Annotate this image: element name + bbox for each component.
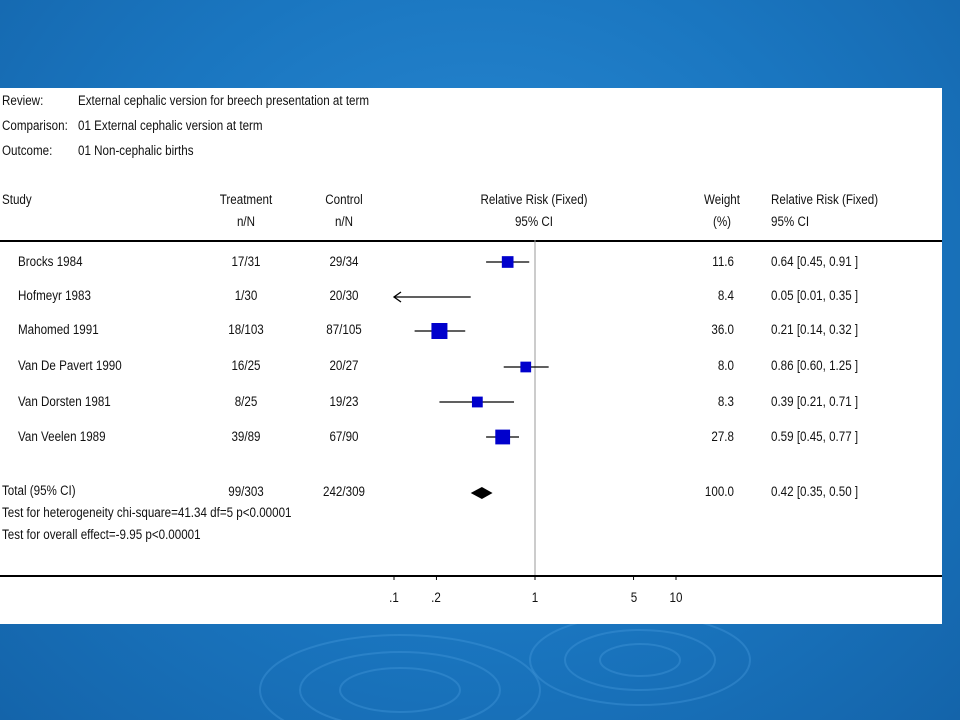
control-value: 67/90 [329, 429, 359, 444]
col-control-sub: n/N [334, 214, 354, 229]
footer-rule [0, 575, 942, 577]
header-rule [0, 240, 942, 242]
axis-tick-label: 1 [531, 590, 539, 605]
treatment-value: 8/25 [234, 394, 258, 409]
col-treatment-sub: n/N [236, 214, 256, 229]
forest-plot-panel: Review: External cephalic version for br… [0, 88, 942, 624]
weight-value: 8.3 [717, 394, 734, 409]
forest-plot [392, 240, 677, 580]
treatment-value: 17/31 [231, 254, 261, 269]
axis-tick-label: 10 [669, 590, 683, 605]
review-value: External cephalic version for breech pre… [78, 93, 370, 108]
ci-value: 0.64 [0.45, 0.91 ] [771, 254, 859, 269]
weight-value: 11.6 [712, 254, 734, 269]
comparison-value: 01 External cephalic version at term [78, 118, 263, 133]
col-rr-right: Relative Risk (Fixed) [771, 192, 879, 207]
axis-tick-label: 5 [630, 590, 637, 605]
overall-effect-test: Test for overall effect=-9.95 p<0.00001 [2, 527, 201, 542]
col-weight-sub: (%) [712, 214, 732, 229]
col-rr-right-sub: 95% CI [771, 214, 810, 229]
total-treatment: 99/303 [228, 484, 264, 499]
ci-value: 0.86 [0.60, 1.25 ] [771, 358, 859, 373]
outcome-label: Outcome: [2, 143, 53, 158]
control-value: 29/34 [329, 254, 359, 269]
ci-truncation-arrow [392, 291, 402, 303]
weight-value: 36.0 [711, 322, 734, 337]
effect-marker [520, 361, 532, 373]
treatment-value: 16/25 [231, 358, 261, 373]
weight-value: 8.4 [717, 288, 734, 303]
weight-value: 27.8 [711, 429, 734, 444]
axis-tick-label: .1 [389, 590, 399, 605]
total-ci: 0.42 [0.35, 0.50 ] [771, 484, 859, 499]
pooled-effect-diamond [470, 487, 493, 499]
ci-value: 0.39 [0.21, 0.71 ] [771, 394, 859, 409]
effect-marker [471, 396, 483, 408]
effect-marker [501, 256, 514, 268]
treatment-value: 18/103 [228, 322, 264, 337]
col-weight: Weight [704, 192, 740, 207]
treatment-value: 1/30 [234, 288, 258, 303]
outcome-value: 01 Non-cephalic births [78, 143, 194, 158]
study-name: Van Veelen 1989 [18, 429, 106, 444]
control-value: 20/30 [329, 288, 359, 303]
ci-value: 0.05 [0.01, 0.35 ] [771, 288, 859, 303]
col-rr-sub: 95% CI [514, 214, 554, 229]
study-name: Brocks 1984 [18, 254, 83, 269]
control-value: 20/27 [329, 358, 359, 373]
ci-value: 0.59 [0.45, 0.77 ] [771, 429, 859, 444]
total-control: 242/309 [323, 484, 365, 499]
col-rr: Relative Risk (Fixed) [480, 192, 588, 207]
control-value: 87/105 [326, 322, 362, 337]
total-label: Total (95% CI) [2, 483, 76, 498]
treatment-value: 39/89 [231, 429, 261, 444]
study-name: Mahomed 1991 [18, 322, 99, 337]
axis-tick-label: .2 [431, 590, 442, 605]
effect-marker [495, 429, 511, 445]
review-label: Review: [2, 93, 44, 108]
study-name: Van Dorsten 1981 [18, 394, 111, 409]
total-weight: 100.0 [704, 484, 734, 499]
heterogeneity-test: Test for heterogeneity chi-square=41.34 … [2, 505, 292, 520]
col-treatment: Treatment [219, 192, 273, 207]
study-name: Van De Pavert 1990 [18, 358, 122, 373]
control-value: 19/23 [329, 394, 359, 409]
comparison-label: Comparison: [2, 118, 68, 133]
col-study: Study [2, 192, 32, 207]
ci-value: 0.21 [0.14, 0.32 ] [771, 322, 859, 337]
weight-value: 8.0 [717, 358, 734, 373]
effect-marker [431, 323, 448, 339]
col-control: Control [325, 192, 363, 207]
study-name: Hofmeyr 1983 [18, 288, 91, 303]
